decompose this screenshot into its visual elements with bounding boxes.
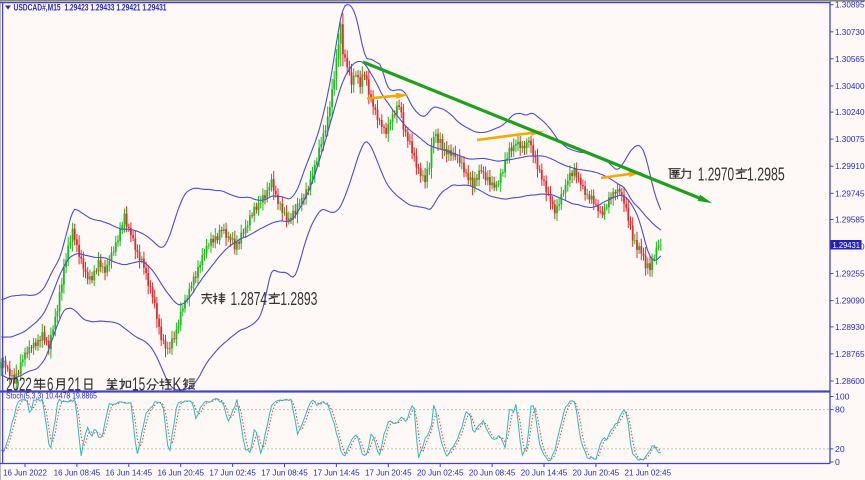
svg-text:1.30895: 1.30895 <box>835 0 865 10</box>
svg-text:20: 20 <box>835 444 845 454</box>
svg-text:1.2985: 1.2985 <box>747 164 785 184</box>
svg-text:16 Jun 08:45: 16 Jun 08:45 <box>54 468 101 478</box>
svg-text:16 Jun 20:45: 16 Jun 20:45 <box>157 468 204 478</box>
svg-text:1.29910: 1.29910 <box>835 161 865 171</box>
svg-text:1.28765: 1.28765 <box>835 349 865 359</box>
svg-text:1.28600: 1.28600 <box>835 376 865 386</box>
svg-text:16 Jun 14:45: 16 Jun 14:45 <box>106 468 153 478</box>
svg-text:2022: 2022 <box>6 375 32 395</box>
svg-text:20 Jun 02:45: 20 Jun 02:45 <box>417 468 464 478</box>
svg-text:20 Jun 14:45: 20 Jun 14:45 <box>521 468 568 478</box>
svg-text:1.2893: 1.2893 <box>280 289 317 309</box>
svg-text:1.30730: 1.30730 <box>835 27 865 37</box>
svg-text:1.30565: 1.30565 <box>835 54 865 64</box>
svg-text:100: 100 <box>835 392 850 402</box>
svg-text:80: 80 <box>835 405 845 415</box>
svg-text:17 Jun 14:45: 17 Jun 14:45 <box>313 468 360 478</box>
svg-text:0: 0 <box>835 457 840 467</box>
svg-text:16 Jun 2022: 16 Jun 2022 <box>3 468 47 478</box>
svg-text:1.29431: 1.29431 <box>833 240 861 250</box>
svg-text:17 Jun 08:45: 17 Jun 08:45 <box>261 468 308 478</box>
svg-text:1.29585: 1.29585 <box>835 215 865 225</box>
svg-text:21: 21 <box>68 375 81 395</box>
svg-text:1.30075: 1.30075 <box>835 134 865 144</box>
svg-text:USDCAD#,M15 1.29423 1.29433 1: USDCAD#,M15 1.29423 1.29433 1.29421 1.29… <box>14 3 167 13</box>
svg-text:1.2970: 1.2970 <box>698 164 734 184</box>
svg-text:6: 6 <box>47 375 53 395</box>
svg-text:1.30400: 1.30400 <box>835 81 865 91</box>
svg-text:17 Jun 20:45: 17 Jun 20:45 <box>365 468 412 478</box>
svg-text:17 Jun 02:45: 17 Jun 02:45 <box>209 468 256 478</box>
svg-text:Stoch(5,3,3) 10.4478 19.8865: Stoch(5,3,3) 10.4478 19.8865 <box>6 391 97 401</box>
svg-text:15: 15 <box>132 375 145 395</box>
svg-text:20 Jun 08:45: 20 Jun 08:45 <box>469 468 516 478</box>
svg-text:1.29255: 1.29255 <box>835 269 865 279</box>
svg-text:1.30240: 1.30240 <box>835 107 865 117</box>
svg-text:1.29745: 1.29745 <box>835 188 865 198</box>
svg-text:1.29090: 1.29090 <box>835 296 865 306</box>
svg-text:21 Jun 02:45: 21 Jun 02:45 <box>625 468 672 478</box>
svg-text:20 Jun 20:45: 20 Jun 20:45 <box>573 468 620 478</box>
svg-text:1.28930: 1.28930 <box>835 322 865 332</box>
svg-text:1.2874: 1.2874 <box>231 289 268 309</box>
svg-text:K: K <box>173 375 182 395</box>
